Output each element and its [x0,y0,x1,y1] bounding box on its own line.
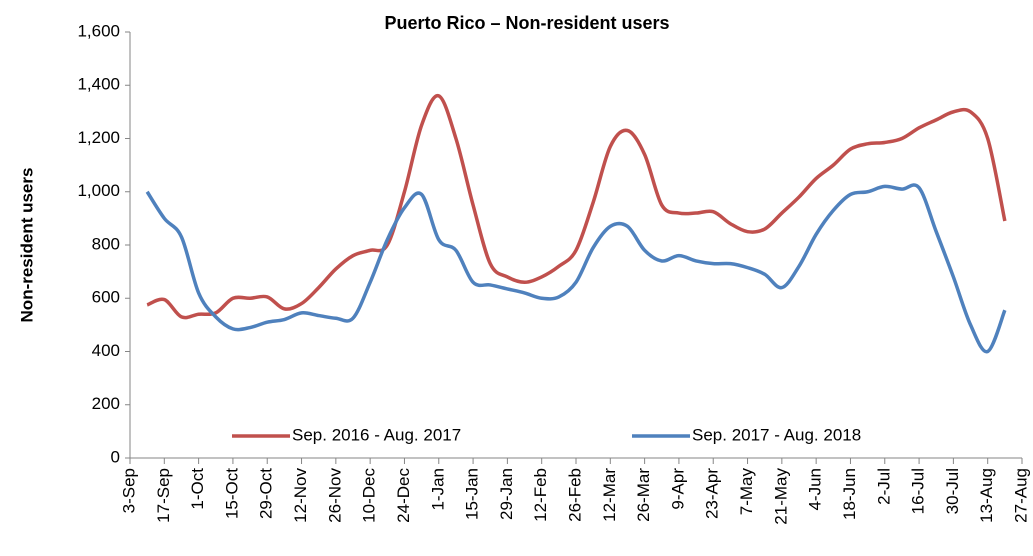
y-tick-label: 0 [111,447,120,466]
y-tick-label: 400 [92,341,120,360]
y-tick-label: 1,400 [77,75,120,94]
y-tick-label: 800 [92,234,120,253]
x-tick-label: 21-May [771,468,790,525]
x-tick-label: 24-Dec [394,468,413,523]
x-tick-label: 30-Jul [943,468,962,514]
x-tick-label: 26-Mar [634,468,653,522]
x-tick-label: 9-Apr [668,468,687,510]
x-tick-label: 23-Apr [703,468,722,519]
x-tick-label: 10-Dec [360,468,379,523]
x-tick-label: 1-Jan [428,468,447,511]
y-tick-label: 200 [92,394,120,413]
legend-label: Sep. 2016 - Aug. 2017 [292,425,461,444]
x-tick-label: 13-Aug [977,468,996,523]
x-tick-label: 15-Jan [463,468,482,520]
x-tick-label: 12-Feb [531,468,550,522]
x-tick-label: 18-Jun [840,468,859,520]
y-tick-label: 1,200 [77,128,120,147]
y-tick-label: 600 [92,288,120,307]
x-tick-label: 26-Feb [565,468,584,522]
x-tick-label: 3-Sep [119,468,138,513]
series-line [146,94,1007,320]
x-tick-label: 15-Oct [222,468,241,519]
x-tick-label: 4-Jun [806,468,825,511]
x-tick-label: 17-Sep [154,468,173,523]
x-tick-label: 27-Aug [1011,468,1030,523]
x-tick-label: 7-May [737,468,756,516]
legend-label: Sep. 2017 - Aug. 2018 [692,425,861,444]
x-tick-label: 1-Oct [188,468,207,510]
x-tick-label: 2-Jul [874,468,893,505]
x-tick-label: 26-Nov [325,468,344,523]
x-tick-label: 12-Mar [600,468,619,522]
y-tick-label: 1,600 [77,21,120,40]
x-tick-label: 29-Oct [257,468,276,519]
x-tick-label: 12-Nov [291,468,310,523]
y-tick-label: 1,000 [77,181,120,200]
y-axis-label: Non-resident users [17,168,36,323]
series-line [145,183,1007,354]
x-tick-label: 16-Jul [909,468,928,514]
x-tick-label: 29-Jan [497,468,516,520]
chart-title: Puerto Rico – Non-resident users [384,13,669,33]
